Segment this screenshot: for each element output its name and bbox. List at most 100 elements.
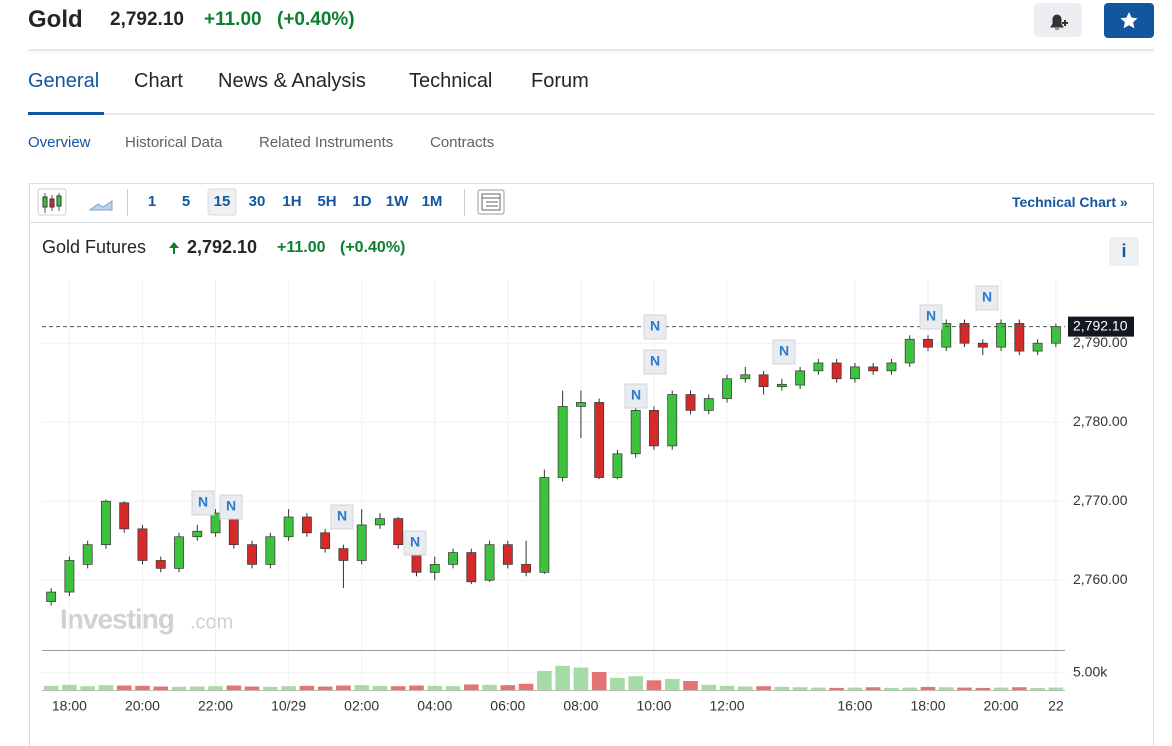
candle-body [813, 362, 824, 372]
interval-button[interactable]: 1 [147, 193, 157, 210]
news-label: N [631, 387, 641, 403]
volume-bar [263, 686, 278, 690]
volume-bar [573, 667, 589, 690]
interval-button[interactable]: 1D [352, 193, 372, 210]
candle-body [82, 544, 93, 565]
volume-bar [591, 672, 607, 690]
candle-body [795, 370, 806, 386]
interval-button[interactable]: 1H [282, 193, 302, 210]
news-label: N [779, 343, 789, 359]
candle-body [283, 516, 294, 538]
news-marker[interactable]: N [191, 490, 215, 516]
candle-body [923, 338, 933, 348]
candle-body [996, 323, 1006, 348]
news-label: N [337, 508, 347, 524]
candle-body [375, 518, 385, 526]
candle-type-icon[interactable] [37, 188, 67, 216]
x-tick-label: 06:00 [490, 698, 525, 714]
news-badge [191, 490, 215, 516]
interval-button[interactable]: 5H [317, 193, 337, 210]
news-badge [772, 339, 796, 365]
info-button[interactable] [1109, 237, 1139, 266]
volume-bar [500, 685, 516, 690]
volume-bar [445, 686, 461, 690]
candle-body [137, 528, 148, 561]
x-tick-label: 02:00 [344, 698, 379, 714]
volume-bar [518, 683, 534, 690]
candle-body [64, 560, 75, 593]
news-marker[interactable]: N [919, 304, 943, 330]
subtab[interactable]: Contracts [430, 134, 495, 151]
candle-body [667, 394, 678, 447]
news-label: N [226, 498, 236, 514]
instrument-title: Gold [28, 6, 83, 33]
candle-body [703, 398, 714, 411]
news-marker[interactable]: N [772, 339, 796, 365]
volume-bar [336, 685, 351, 690]
volume-bar [719, 685, 735, 690]
tab[interactable]: Chart [134, 70, 183, 92]
volume-bar [1012, 687, 1027, 690]
news-label: N [650, 318, 660, 334]
news-marker[interactable]: N [219, 494, 243, 520]
header-divider [28, 49, 1154, 51]
tab[interactable]: News & Analysis [218, 70, 366, 92]
news-marker[interactable]: N [643, 314, 667, 340]
candle-body [502, 544, 513, 565]
layout-icon[interactable] [477, 189, 505, 215]
volume-bar [208, 686, 223, 690]
news-badge [624, 383, 648, 409]
star-icon [1120, 12, 1138, 29]
interval-button[interactable]: 15 [213, 193, 231, 210]
tab[interactable]: Forum [531, 70, 589, 92]
tabs-divider [28, 113, 1154, 115]
watchlist-button[interactable] [1104, 3, 1154, 38]
link-text: Technical Chart [1012, 194, 1116, 210]
volume-bar [390, 686, 406, 690]
volume-bar [738, 686, 753, 690]
news-badge [403, 530, 427, 556]
tab[interactable]: Technical [409, 70, 493, 92]
volume-bar [829, 687, 844, 690]
chart-change: +11.00 [277, 239, 326, 256]
news-badge [219, 494, 243, 520]
news-marker[interactable]: N [330, 504, 354, 530]
interval-button[interactable]: 1W [385, 193, 409, 210]
x-tick-label: 20:00 [125, 698, 160, 714]
candle-body [484, 544, 495, 581]
volume-bar [993, 687, 1009, 690]
volume-bar [171, 686, 187, 690]
volume-bar [975, 687, 991, 690]
subtab[interactable]: Overview [28, 134, 91, 151]
candle-body [758, 374, 769, 388]
candle-body [557, 406, 568, 478]
candle-body [393, 518, 404, 546]
subtab[interactable]: Related Instruments [259, 134, 394, 151]
candle-body [941, 323, 952, 348]
alert-button[interactable] [1034, 3, 1082, 37]
x-tick-label: 10:00 [636, 698, 671, 714]
technical-chart-link[interactable]: Technical Chart » [1012, 194, 1128, 210]
change: +11.00 [204, 9, 262, 30]
volume-bar [244, 686, 260, 690]
volume-bar [354, 685, 369, 690]
volume-bar [1048, 687, 1064, 690]
tab[interactable]: General [28, 70, 100, 92]
plot [42, 280, 1065, 690]
interval-button[interactable]: 5 [181, 193, 191, 210]
news-marker[interactable]: N [403, 530, 427, 556]
link-icon: » [1119, 194, 1128, 210]
news-marker[interactable]: N [975, 285, 999, 311]
candle-body [320, 532, 331, 549]
y-tick-label: 2,790.00 [1073, 334, 1128, 350]
news-marker[interactable]: N [624, 383, 648, 409]
price: 2,792.10 [110, 9, 184, 30]
area-type-icon[interactable] [88, 200, 113, 211]
news-label: N [926, 308, 936, 324]
interval-button[interactable]: 1M [421, 193, 443, 210]
volume-bar [98, 685, 114, 690]
volume-bar [281, 686, 296, 690]
subtab[interactable]: Historical Data [125, 134, 223, 151]
interval-button[interactable]: 30 [248, 193, 266, 210]
news-marker[interactable]: N [643, 349, 667, 375]
